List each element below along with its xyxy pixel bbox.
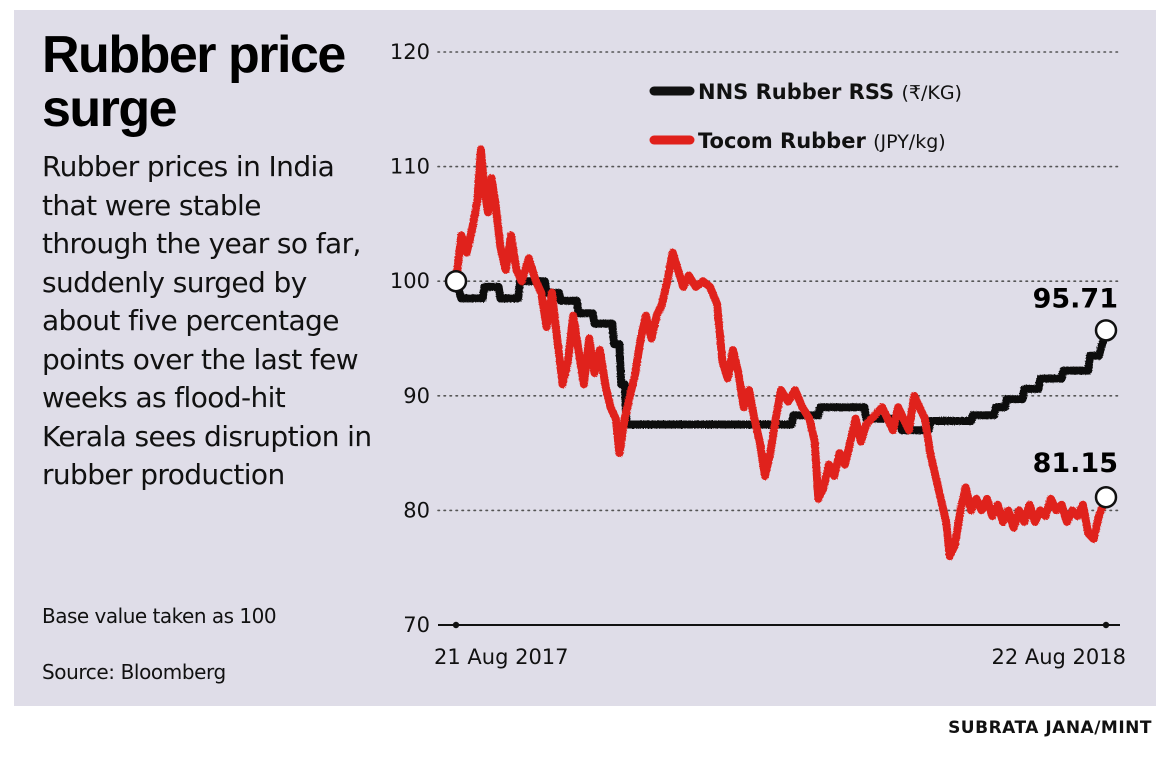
end-label-tocom-rubber: 81.15 (1033, 448, 1118, 479)
y-tick-label-80: 80 (403, 498, 430, 522)
x-tick-label-1: 22 Aug 2018 (991, 645, 1126, 669)
base-value-note: Base value taken as 100 (42, 604, 277, 628)
legend: NNS Rubber RSS (₹/KG) Tocom Rubber (JPY/k… (649, 80, 962, 153)
legend-unit-tocom-rubber: (JPY/kg) (873, 131, 946, 153)
x-tick-dot-1 (1102, 621, 1110, 629)
end-marker-nns-rubber-rss (1094, 319, 1118, 342)
y-tick-label-90: 90 (403, 384, 430, 408)
x-tick-label-0: 21 Aug 2017 (434, 645, 569, 669)
gridlines (437, 51, 1121, 512)
x-axis: 21 Aug 2017 22 Aug 2018 (434, 621, 1126, 669)
legend-item-nns-rubber-rss: NNS Rubber RSS (₹/KG) (698, 80, 962, 104)
chart-description: Rubber prices in India that were stable … (42, 150, 372, 491)
legend-unit-nns-rubber-rss: (₹/KG) (901, 82, 962, 104)
source-note: Source: Bloomberg (42, 660, 226, 684)
series-line-tocom-rubber (452, 145, 1110, 561)
y-tick-label-100: 100 (390, 269, 430, 293)
start-marker (444, 269, 468, 293)
chart-title: Rubber price surge (42, 26, 346, 138)
end-markers: 95.71 81.15 (444, 269, 1118, 509)
y-tick-label-110: 110 (390, 155, 430, 179)
series-layer (452, 145, 1110, 561)
y-axis: 70 80 90 100 110 120 (390, 40, 430, 637)
y-tick-label-120: 120 (390, 40, 430, 64)
legend-label-nns-rubber-rss: NNS Rubber RSS (698, 80, 901, 104)
graphic-credit: SUBRATA JANA/MINT (948, 718, 1152, 738)
x-tick-dot-0 (452, 621, 460, 629)
y-tick-label-70: 70 (403, 613, 430, 637)
end-marker-tocom-rubber (1094, 485, 1118, 509)
legend-label-tocom-rubber: Tocom Rubber (698, 129, 873, 153)
end-label-nns-rubber-rss: 95.71 (1033, 283, 1118, 314)
legend-item-tocom-rubber: Tocom Rubber (JPY/kg) (698, 129, 946, 153)
